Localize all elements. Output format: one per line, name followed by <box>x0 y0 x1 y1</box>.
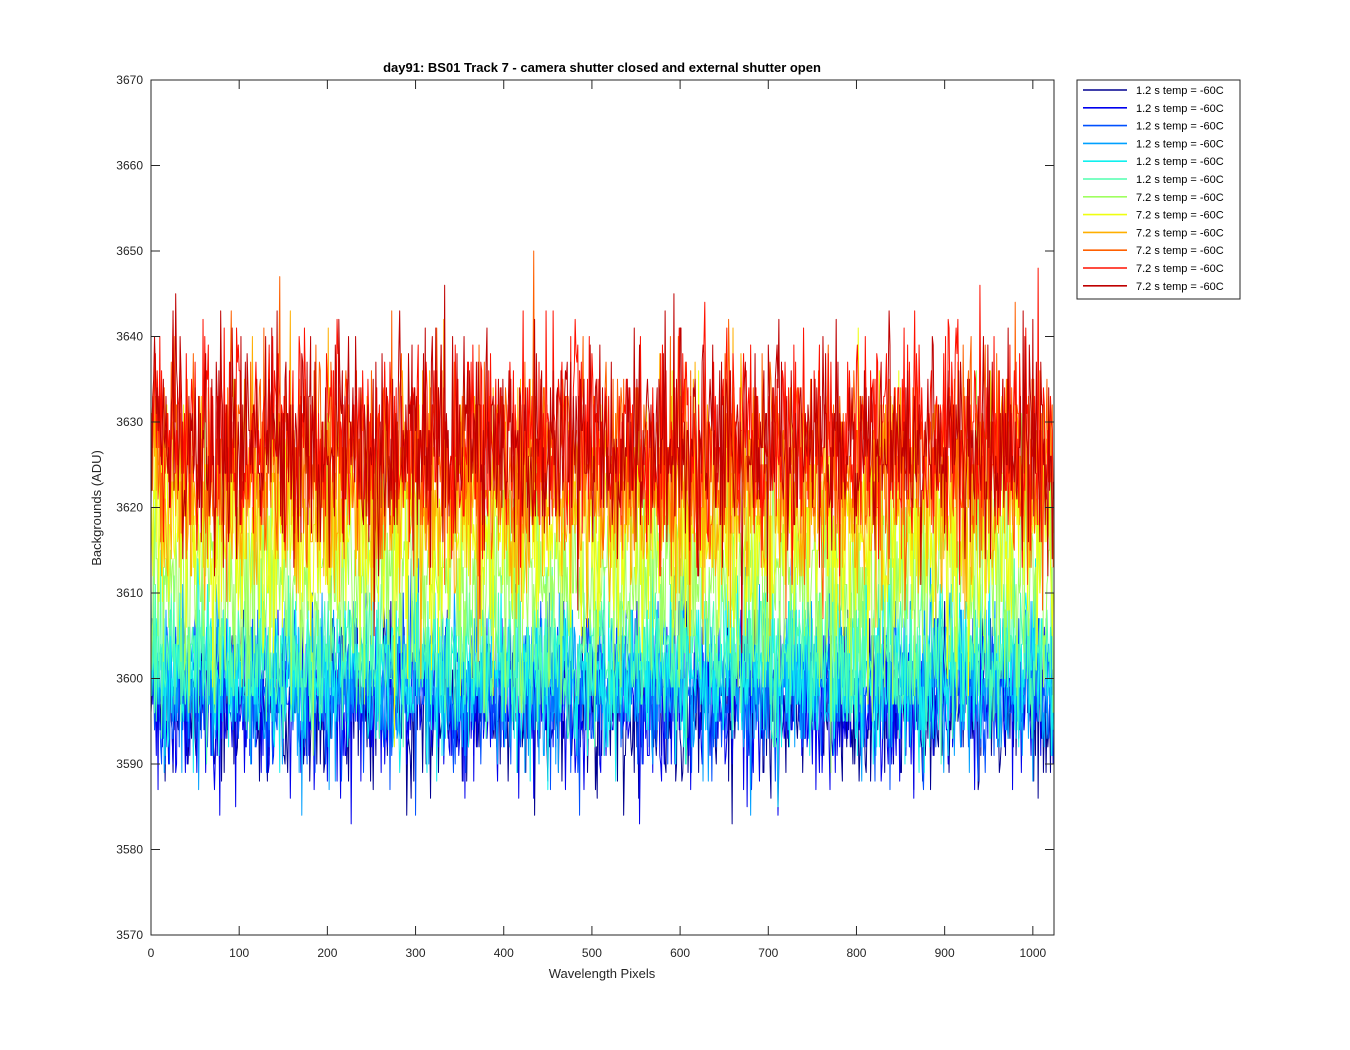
legend-entry[interactable]: 7.2 s temp = -60C <box>1083 245 1224 257</box>
legend-entry[interactable]: 1.2 s temp = -60C <box>1083 85 1224 97</box>
legend-label: 1.2 s temp = -60C <box>1136 121 1224 133</box>
x-tick-label: 900 <box>935 946 955 960</box>
y-tick-label: 3650 <box>116 244 143 258</box>
y-tick-label: 3620 <box>116 501 143 515</box>
legend-label: 7.2 s temp = -60C <box>1136 192 1224 204</box>
legend-label: 7.2 s temp = -60C <box>1136 210 1224 222</box>
y-tick-label: 3610 <box>116 586 143 600</box>
x-tick-label: 200 <box>317 946 337 960</box>
y-tick-label: 3570 <box>116 928 143 942</box>
legend-label: 1.2 s temp = -60C <box>1136 103 1224 115</box>
series-line-6 <box>150 541 1054 765</box>
legend-entry[interactable]: 7.2 s temp = -60C <box>1083 227 1224 239</box>
y-tick-label: 3590 <box>116 757 143 771</box>
x-axis-label: Wavelength Pixels <box>549 966 656 981</box>
legend[interactable]: 1.2 s temp = -60C 1.2 s temp = -60C 1.2 s … <box>1076 79 1241 300</box>
legend-entry[interactable]: 1.2 s temp = -60C <box>1083 138 1224 150</box>
legend-label: 1.2 s temp = -60C <box>1136 156 1224 168</box>
y-tick-label: 3630 <box>116 415 143 429</box>
y-tick-label: 3660 <box>116 159 143 173</box>
y-tick-label: 3600 <box>116 672 143 686</box>
legend-label: 1.2 s temp = -60C <box>1136 174 1224 186</box>
legend-entry[interactable]: 7.2 s temp = -60C <box>1083 281 1224 293</box>
legend-entry[interactable]: 7.2 s temp = -60C <box>1083 192 1224 204</box>
x-tick-label: 800 <box>846 946 866 960</box>
x-tick-label: 1000 <box>1019 946 1046 960</box>
x-tick-label: 600 <box>670 946 690 960</box>
x-tick-label: 700 <box>758 946 778 960</box>
legend-label: 1.2 s temp = -60C <box>1136 138 1224 150</box>
legend-entry[interactable]: 1.2 s temp = -60C <box>1083 174 1224 186</box>
legend-box <box>1076 79 1241 300</box>
y-tick-label: 3640 <box>116 330 143 344</box>
y-axis-label: Backgrounds (ADU) <box>89 450 104 566</box>
x-tick-label: 300 <box>406 946 426 960</box>
y-tick-label: 3670 <box>116 73 143 87</box>
series-line-12 <box>150 284 1054 654</box>
legend-entry[interactable]: 7.2 s temp = -60C <box>1083 210 1224 222</box>
chart-title: day91: BS01 Track 7 - camera shutter clo… <box>383 60 821 75</box>
legend-label: 1.2 s temp = -60C <box>1136 85 1224 97</box>
y-tick-label: 3580 <box>116 843 143 857</box>
legend-label: 7.2 s temp = -60C <box>1136 263 1224 275</box>
legend-entry[interactable]: 1.2 s temp = -60C <box>1083 103 1224 115</box>
legend-entry[interactable]: 1.2 s temp = -60C <box>1083 156 1224 168</box>
legend-label: 7.2 s temp = -60C <box>1136 227 1224 239</box>
legend-label: 7.2 s temp = -60C <box>1136 245 1224 257</box>
legend-entries: 1.2 s temp = -60C 1.2 s temp = -60C 1.2 s … <box>1083 85 1224 293</box>
legend-entry[interactable]: 7.2 s temp = -60C <box>1083 263 1224 275</box>
x-tick-label: 500 <box>582 946 602 960</box>
legend-label: 7.2 s temp = -60C <box>1136 281 1224 293</box>
x-tick-label: 0 <box>148 946 155 960</box>
x-tick-label: 400 <box>494 946 514 960</box>
tick-layer: 0 100 200 300 400 500 600 700 800 900 1000 3570 3580… <box>116 73 1054 960</box>
x-tick-label: 100 <box>229 946 249 960</box>
legend-entry[interactable]: 1.2 s temp = -60C <box>1083 121 1224 133</box>
series-layer <box>150 250 1054 825</box>
